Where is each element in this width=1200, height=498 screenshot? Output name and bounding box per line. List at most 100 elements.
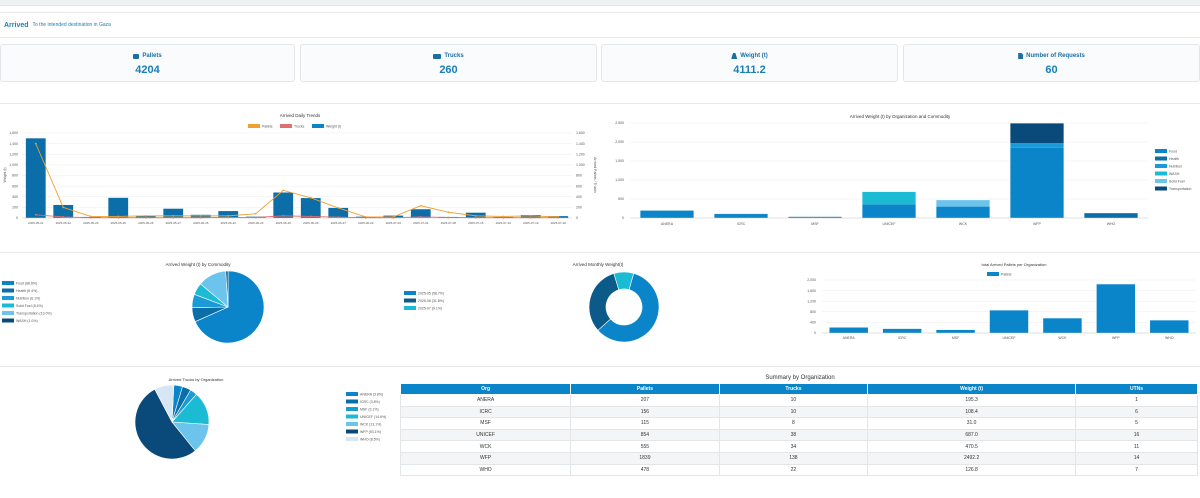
x-tick-label: UNICEF (1002, 336, 1015, 340)
y-tick-label: 0 (622, 216, 624, 220)
bar (1096, 284, 1136, 333)
legend-label: 2025-06 (31.8%) (418, 299, 444, 303)
stacked-bar-segment (1010, 143, 1064, 148)
table-cell: 207 (570, 394, 720, 407)
x-tick-label: 2025-07-15 (468, 221, 484, 225)
legend-swatch (1155, 171, 1167, 176)
stacked-bar-segment (1010, 123, 1064, 144)
bar (829, 327, 868, 333)
legend-swatch (1155, 186, 1167, 191)
x-tick-label: 2025-07-19 (523, 221, 539, 225)
kpi-value: 60 (1045, 64, 1058, 76)
x-tick-label: 2025-07-20 (551, 221, 567, 225)
legend-label: Pallets (262, 125, 273, 129)
bar (410, 209, 431, 218)
chart-title: Arrived Monthly Weight(t) (573, 262, 624, 267)
line-point (144, 216, 147, 219)
table-cell: 34 (718, 440, 869, 453)
table-cell: 156 (570, 405, 720, 419)
x-tick-label: 2025-05-23 (83, 221, 99, 225)
line-point (199, 216, 202, 219)
legend-label: Transportation (1169, 187, 1191, 191)
legend-swatch (346, 392, 358, 396)
table-cell: 195.3 (867, 394, 1077, 407)
table-row: ANERA 207 10 195.3 1 (399, 394, 1198, 407)
legend-label: Food (68.8%) (16, 282, 37, 286)
y-tick-label: 400 (12, 195, 18, 199)
legend-label: Solid Fuel (1169, 180, 1185, 184)
legend-label: WASH (1169, 172, 1180, 176)
table-cell: WHO (399, 463, 572, 477)
bar (300, 198, 321, 218)
stacked-bar-segment (1010, 147, 1064, 218)
line-point (419, 204, 422, 207)
column-header[interactable]: UTNs (1075, 383, 1198, 395)
x-tick-label: WCK (959, 222, 968, 226)
legend-swatch (2, 318, 14, 323)
kpi-value: 260 (439, 64, 458, 76)
pie-slice (134, 388, 196, 460)
legend-swatch (1155, 179, 1167, 183)
table-cell: 478 (570, 463, 720, 477)
legend-swatch (312, 124, 324, 128)
weight-by-org-chart: Arrived Weight (t) by Organization and C… (615, 114, 1191, 226)
column-header[interactable]: Pallets (570, 383, 720, 395)
y-tick-label: 2,000 (615, 140, 624, 144)
line-point (474, 214, 477, 217)
line-point (337, 207, 340, 209)
column-header[interactable]: Trucks (718, 383, 869, 395)
line-point (89, 216, 92, 219)
line-point (447, 211, 450, 214)
stacked-bar-segment (1084, 213, 1138, 218)
column-header[interactable]: Org (399, 383, 572, 395)
y-tick-label: 1,000 (9, 163, 18, 167)
y-tick-label: 1,500 (615, 159, 624, 163)
commodity-pie-chart: Arrived Weight (t) by Commodity Food (68.… (2, 262, 265, 344)
table-cell: 555 (570, 440, 720, 453)
pie-slice (194, 270, 265, 344)
bar (163, 208, 184, 218)
legend-swatch (404, 298, 416, 303)
separator (0, 252, 1200, 253)
table-cell: 138 (718, 451, 869, 465)
y2-tick-label: 800 (576, 174, 582, 178)
legend-swatch (2, 281, 14, 285)
separator (0, 366, 1200, 367)
bar (53, 204, 74, 218)
table-cell: 10 (718, 394, 869, 407)
legend-swatch (2, 288, 14, 293)
y-tick-label: 2,500 (615, 121, 624, 125)
line-series (35, 143, 559, 218)
x-tick-label: MSF (811, 222, 818, 226)
kpi-card-weight: Weight (t) 4111.2 (601, 44, 898, 82)
line-point (529, 216, 532, 219)
chart-title: total Arrived Pallets per Organization (982, 262, 1047, 267)
y-tick-label: 1,200 (807, 299, 816, 303)
x-tick-label: 2025-07-16 (496, 221, 512, 225)
line-point (254, 212, 257, 215)
y-tick-label: 0 (814, 331, 816, 335)
line-point (254, 216, 257, 219)
x-tick-label: ANERA (843, 336, 856, 340)
x-tick-label: ICRC (898, 336, 907, 340)
line-point (172, 214, 175, 217)
line-point (282, 189, 285, 192)
y2-tick-label: 1,000 (576, 163, 585, 167)
y2-tick-label: 1,200 (576, 152, 585, 156)
x-tick-label: 2025-06-26 (303, 221, 319, 225)
x-tick-label: 2025-07-03 (386, 221, 402, 225)
line-point (282, 214, 285, 217)
legend-swatch (346, 399, 358, 404)
boxes-icon (133, 53, 140, 59)
legend-swatch (248, 124, 260, 128)
column-header[interactable]: Weight (t) (867, 383, 1077, 395)
line-point (227, 216, 230, 219)
kpi-card-trucks: Trucks 260 (300, 44, 597, 82)
chart-title: Arrived Trucks by Organization (169, 377, 224, 382)
table-cell: 5 (1075, 417, 1198, 430)
table-cell: 8 (718, 417, 869, 430)
legend-label: Trucks (294, 125, 305, 129)
line-series (35, 214, 559, 219)
legend-label: Solid Fuel (5.4%) (16, 304, 43, 308)
line-point (337, 216, 340, 219)
